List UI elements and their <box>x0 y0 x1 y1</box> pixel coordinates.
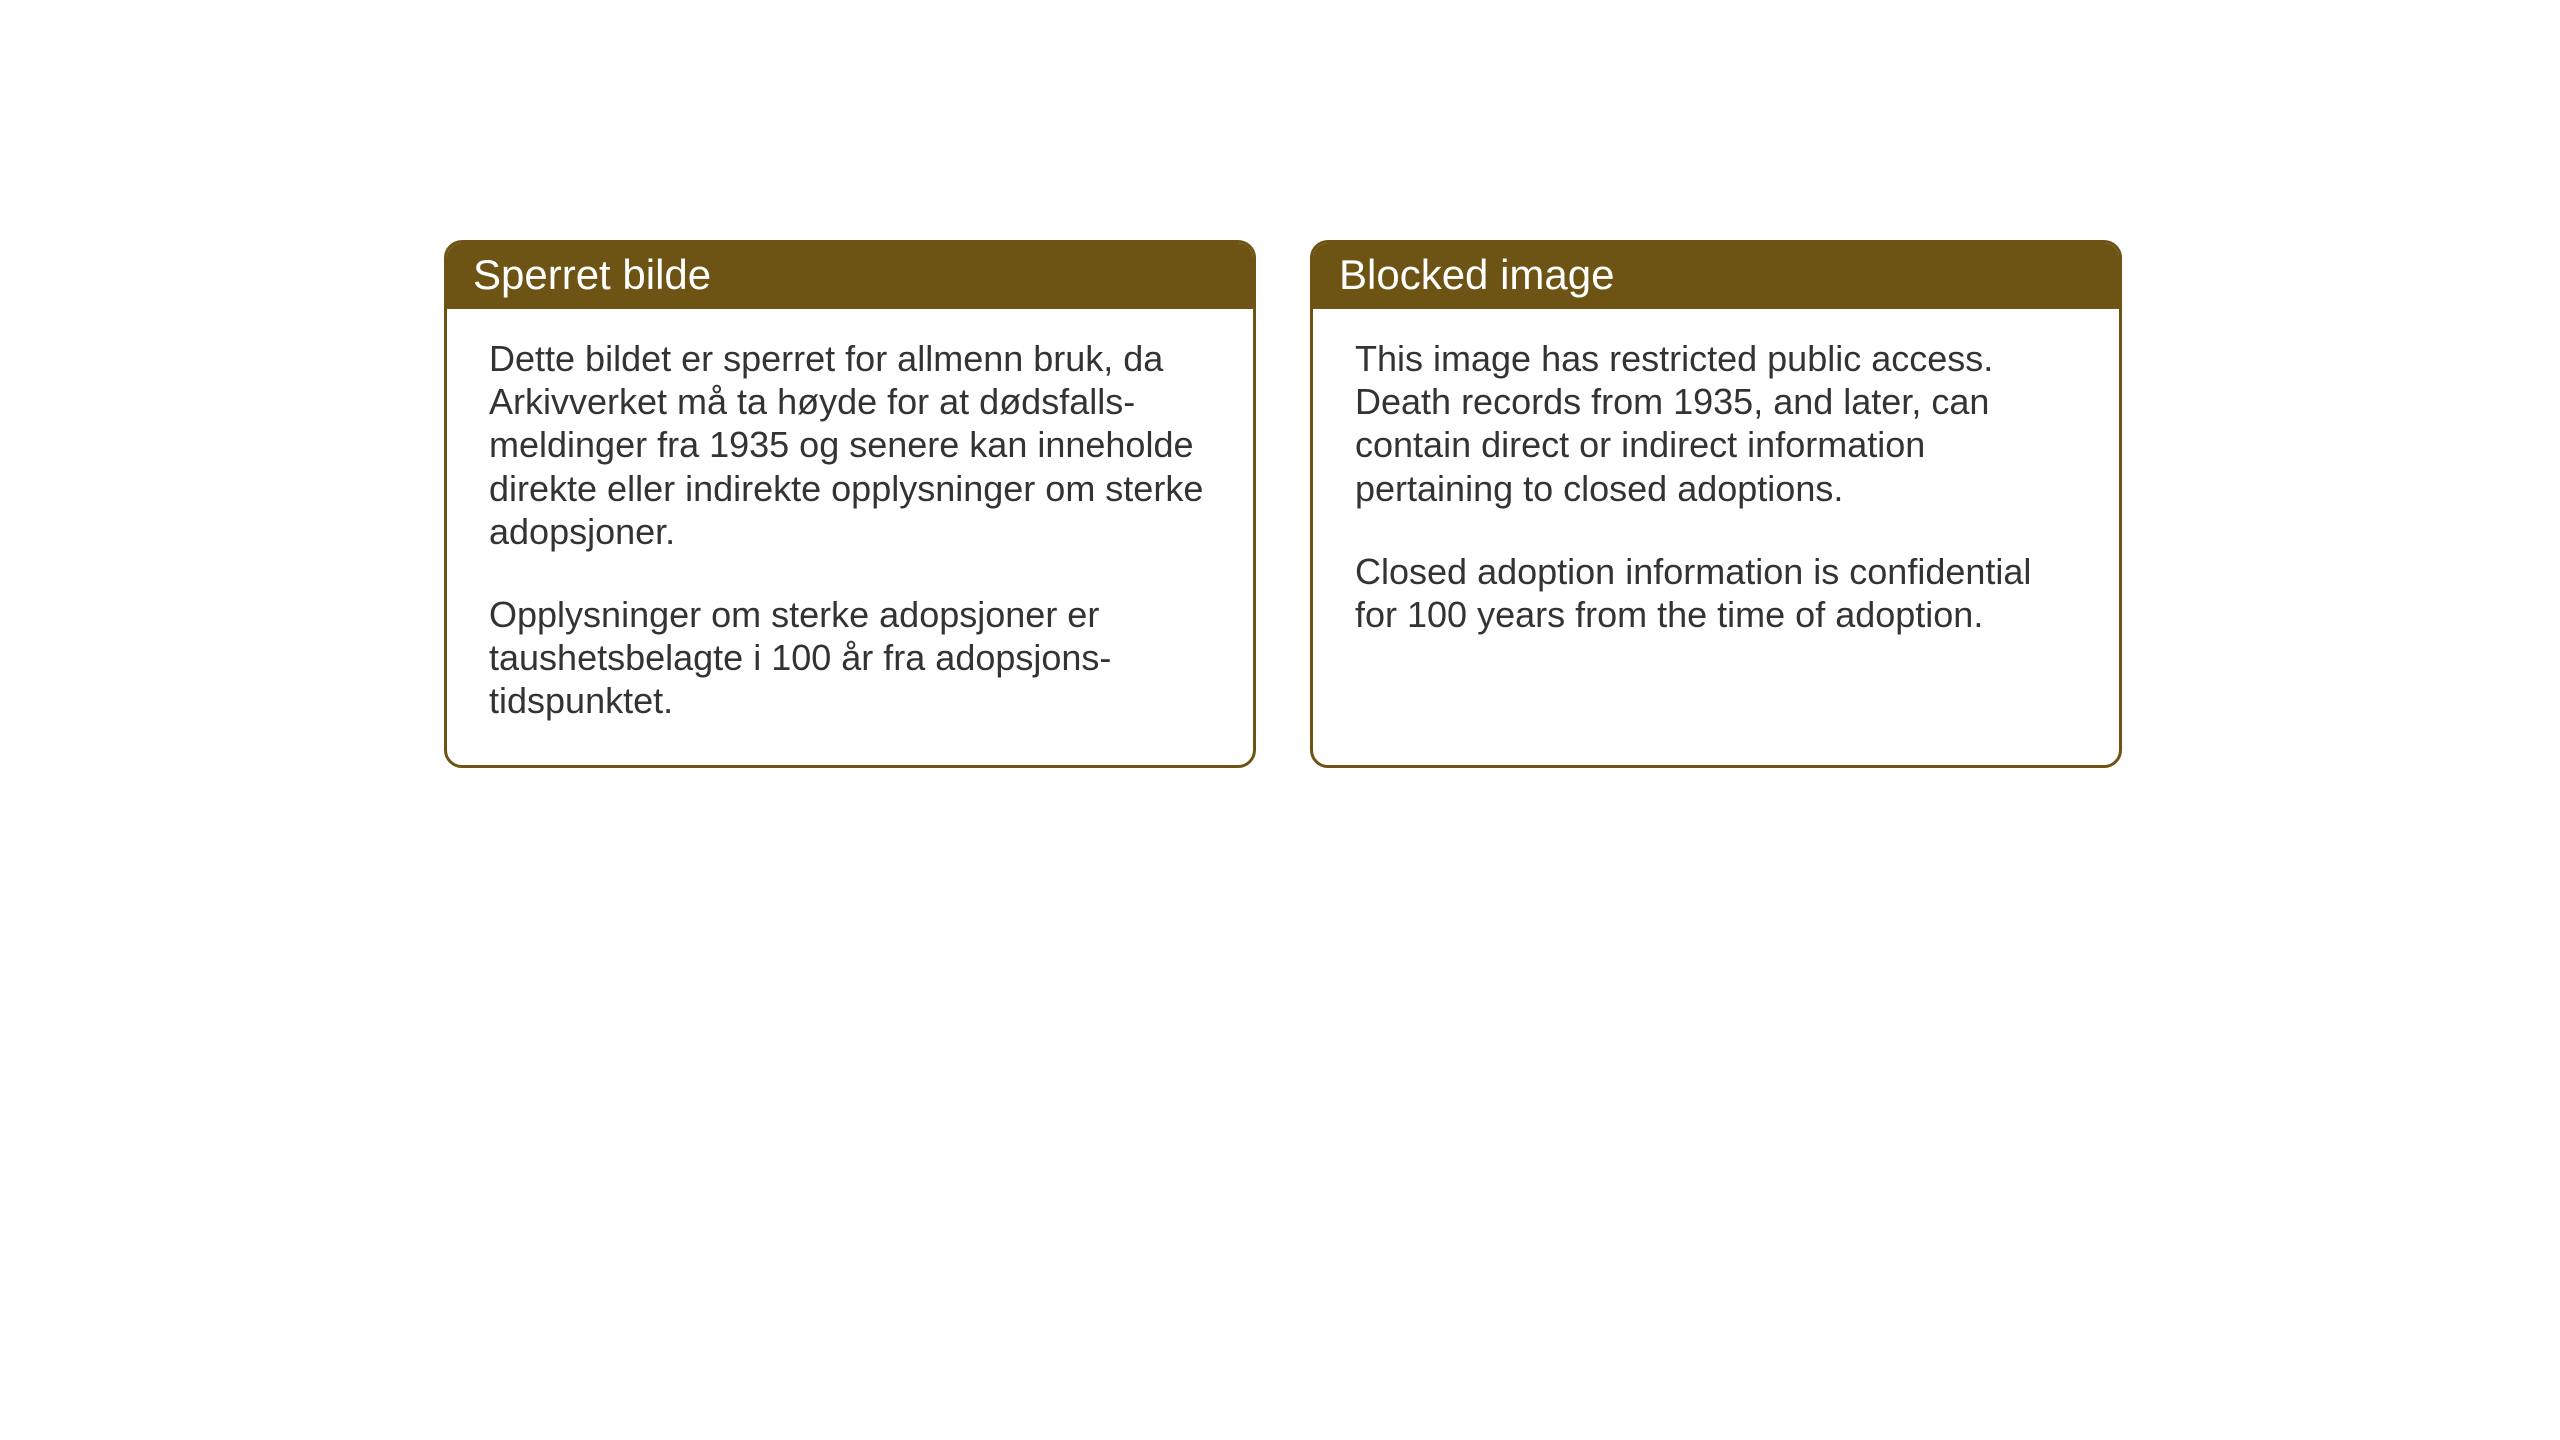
panel-header-english: Blocked image <box>1313 243 2119 309</box>
panel-body-norwegian: Dette bildet er sperret for allmenn bruk… <box>447 309 1253 765</box>
notice-paragraph-2-en: Closed adoption information is confident… <box>1355 550 2077 636</box>
notice-panel-english: Blocked image This image has restricted … <box>1310 240 2122 768</box>
notice-paragraph-1-en: This image has restricted public access.… <box>1355 337 2077 510</box>
notice-panel-norwegian: Sperret bilde Dette bildet er sperret fo… <box>444 240 1256 768</box>
notice-panels-container: Sperret bilde Dette bildet er sperret fo… <box>444 240 2122 768</box>
panel-body-english: This image has restricted public access.… <box>1313 309 2119 678</box>
notice-paragraph-2-no: Opplysninger om sterke adopsjoner er tau… <box>489 593 1211 723</box>
panel-header-norwegian: Sperret bilde <box>447 243 1253 309</box>
notice-paragraph-1-no: Dette bildet er sperret for allmenn bruk… <box>489 337 1211 553</box>
